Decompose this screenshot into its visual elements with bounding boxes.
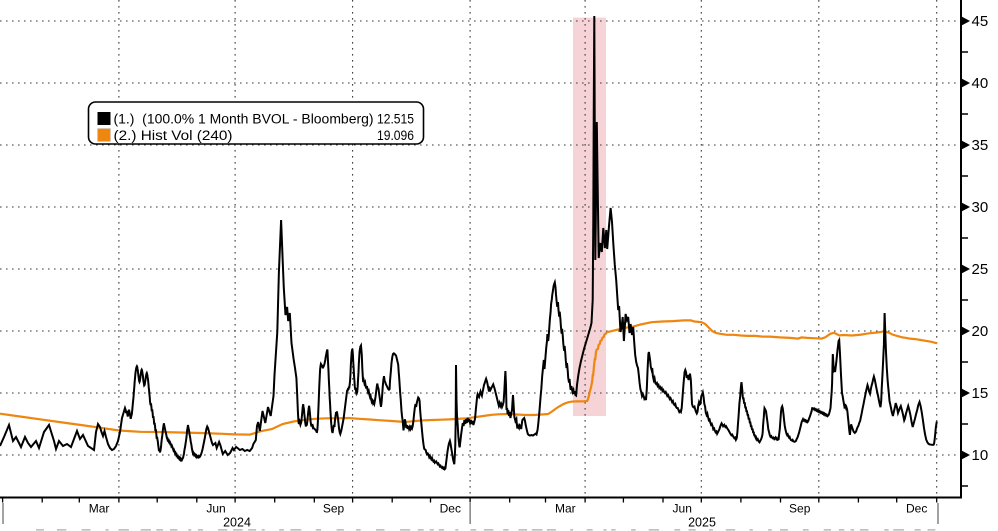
svg-text:Jun: Jun [673, 502, 692, 516]
svg-text:40: 40 [972, 75, 989, 92]
svg-text:2025: 2025 [688, 516, 716, 530]
svg-text:Mar: Mar [89, 502, 110, 516]
svg-text:(1.) (100.0% 1 Month BVOL - B: (1.) (100.0% 1 Month BVOL - Bloomberg) [114, 112, 374, 128]
svg-text:45: 45 [972, 13, 989, 30]
svg-text:19.096: 19.096 [377, 128, 414, 144]
svg-text:30: 30 [972, 199, 989, 216]
svg-text:(2.) Hist Vol (240): (2.) Hist Vol (240) [114, 128, 233, 144]
svg-text:Dec: Dec [906, 502, 927, 516]
svg-text:Sep: Sep [789, 502, 811, 516]
svg-text:Jun: Jun [206, 502, 225, 516]
svg-text:Mar: Mar [555, 502, 576, 516]
svg-text:20: 20 [972, 323, 989, 340]
svg-text:25: 25 [972, 261, 989, 278]
svg-text:2024: 2024 [223, 516, 251, 530]
svg-text:35: 35 [972, 137, 989, 154]
svg-text:15: 15 [972, 385, 989, 402]
svg-text:Dec: Dec [440, 502, 461, 516]
svg-text:10: 10 [972, 447, 989, 464]
svg-text:Sep: Sep [323, 502, 345, 516]
svg-text:12.515: 12.515 [377, 112, 414, 128]
